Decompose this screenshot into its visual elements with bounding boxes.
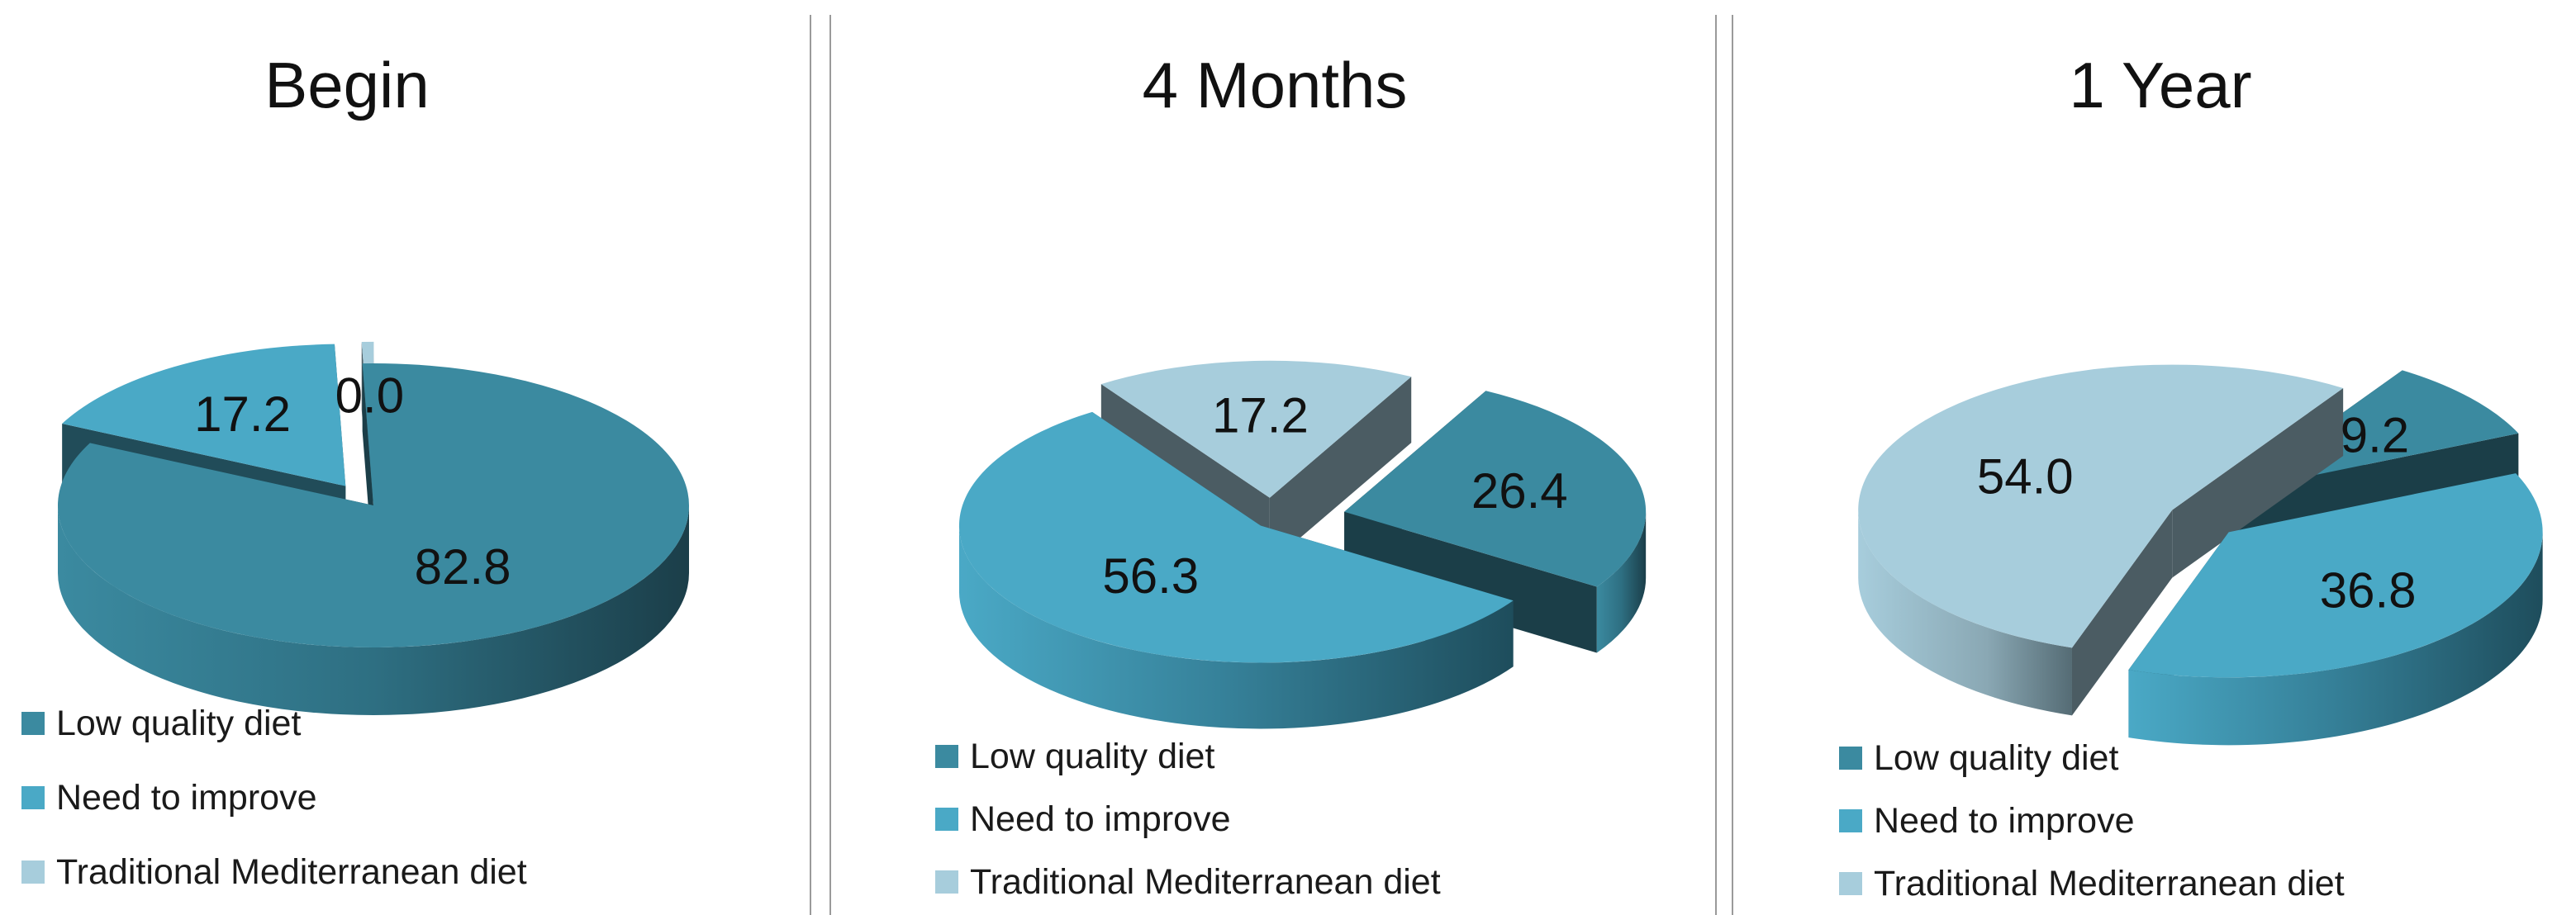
data-label-mediterranean: 54.0 — [1977, 449, 2074, 505]
legend-4-months: Low quality diet Need to improve Traditi… — [935, 727, 1441, 912]
pie-slice-cut-face — [1344, 511, 1597, 653]
legend-swatch-low-quality — [1839, 747, 1862, 770]
pie-slice-rim — [958, 525, 1514, 729]
data-label-mediterranean: 0.0 — [335, 367, 404, 423]
pie-slice-top — [1858, 364, 2344, 648]
legend-swatch-low-quality — [935, 745, 958, 768]
legend-label: Traditional Mediterranean diet — [970, 861, 1441, 902]
legend-swatch-need-improve — [21, 786, 45, 809]
pie-chart-3: 9.2 36.8 54.0 — [1858, 364, 2543, 746]
legend-begin: Low quality diet Need to improve Traditi… — [21, 694, 527, 902]
pie-slice-top — [62, 344, 346, 486]
pie-slice-cut-face — [2172, 387, 2344, 578]
legend-1-year: Low quality diet Need to improve Traditi… — [1839, 728, 2345, 913]
pie-slice-cut-face — [2071, 510, 2173, 716]
pie-slice-low-quality — [58, 363, 690, 715]
data-label-need-improve: 36.8 — [2320, 562, 2417, 618]
legend-label: Low quality diet — [56, 703, 302, 743]
pie-slice-need-improve — [2128, 473, 2543, 746]
pie-slice-rim — [1858, 510, 2072, 716]
legend-swatch-low-quality — [21, 712, 45, 735]
pie-slice-rim — [1596, 511, 1647, 653]
legend-label: Need to improve — [1874, 800, 2135, 841]
legend-label: Need to improve — [56, 777, 317, 818]
legend-swatch-mediterranean — [21, 860, 45, 884]
legend-label: Need to improve — [970, 799, 1231, 839]
legend-item-need-improve: Need to improve — [935, 789, 1441, 849]
pie-slice-mediterranean — [1858, 364, 2344, 716]
pie-slice-need-improve — [958, 411, 1514, 729]
legend-swatch-mediterranean — [1839, 872, 1862, 895]
pie-slice-top — [958, 411, 1514, 663]
pie-slice-top — [1100, 360, 1412, 498]
legend-label: Low quality diet — [970, 736, 1215, 776]
legend-item-need-improve: Need to improve — [1839, 791, 2345, 851]
pie-slice-top — [58, 363, 690, 647]
legend-swatch-need-improve — [935, 808, 958, 831]
chart-separator-2 — [829, 15, 831, 915]
pie-slice-rim — [58, 505, 689, 715]
chart-title-1-year: 1 Year — [2069, 49, 2252, 121]
chart-title-begin: Begin — [264, 49, 430, 121]
legend-item-low-quality: Low quality diet — [935, 727, 1441, 786]
pie-slice-top — [1344, 391, 1647, 587]
legend-item-low-quality: Low quality diet — [1839, 728, 2345, 788]
legend-item-low-quality: Low quality diet — [21, 694, 527, 753]
legend-label: Traditional Mediterranean diet — [56, 851, 527, 892]
pie-slice-cut-face — [1269, 377, 1412, 564]
data-label-need-improve: 56.3 — [1102, 548, 1199, 604]
chart-separator-3 — [1715, 15, 1717, 915]
legend-swatch-need-improve — [1839, 809, 1862, 832]
data-label-low-quality: 9.2 — [2341, 407, 2409, 462]
chart-title-4-months: 4 Months — [1142, 49, 1408, 121]
data-label-mediterranean: 17.2 — [1212, 387, 1309, 443]
legend-label: Traditional Mediterranean diet — [1874, 863, 2345, 903]
data-label-low-quality: 26.4 — [1471, 463, 1568, 519]
legend-item-mediterranean: Traditional Mediterranean diet — [1839, 854, 2345, 913]
pie-chart-1: 82.8 17.2 0.0 — [58, 341, 690, 715]
legend-item-mediterranean: Traditional Mediterranean diet — [21, 842, 527, 902]
pie-slice-rim — [2128, 532, 2543, 746]
legend-label: Low quality diet — [1874, 737, 2119, 778]
pie-slice-top — [2128, 473, 2543, 678]
chart-separator-1 — [810, 15, 811, 915]
pie-chart-2: 26.4 56.3 17.2 — [958, 360, 1647, 729]
legend-swatch-mediterranean — [935, 870, 958, 894]
chart-separator-4 — [1732, 15, 1733, 915]
legend-item-mediterranean: Traditional Mediterranean diet — [935, 852, 1441, 912]
pie-slice-low-quality — [1344, 391, 1647, 653]
data-label-need-improve: 17.2 — [194, 386, 291, 442]
legend-item-need-improve: Need to improve — [21, 768, 527, 827]
data-label-low-quality: 82.8 — [415, 539, 511, 595]
